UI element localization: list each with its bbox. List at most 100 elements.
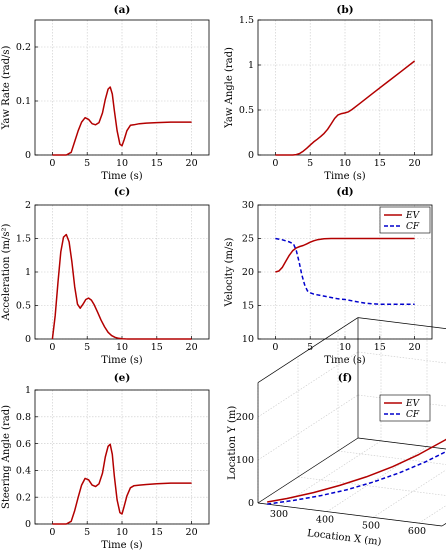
y-tick-label: 1.5 bbox=[16, 234, 31, 245]
panel-title: (d) bbox=[336, 186, 353, 198]
x-tick-label: 0 bbox=[49, 527, 55, 538]
x-tick-label: 300 bbox=[270, 509, 288, 520]
y-axis-label: Velocity (m/s) bbox=[224, 237, 235, 307]
y-tick-label: 100 bbox=[236, 455, 254, 466]
y-tick-label: 0 bbox=[25, 334, 31, 345]
legend-label-cf: CF bbox=[406, 410, 420, 420]
x-tick-label: 15 bbox=[374, 342, 386, 353]
legend-box bbox=[379, 206, 431, 234]
chart-a: 0 5 10 15 20 0 0.1 0.2 Time (s) Yaw Rate (rad/s) (… bbox=[1, 4, 210, 182]
x-tick-label: 0 bbox=[49, 158, 55, 169]
x-axis-label: Time (s) bbox=[324, 171, 365, 182]
grid-line bbox=[357, 351, 446, 364]
x-tick-label: 10 bbox=[116, 342, 128, 353]
y-axis-label: Location Y (m) bbox=[227, 406, 238, 480]
y-axis-label: Steering Angle (rad) bbox=[1, 405, 12, 509]
x-axis-label: Time (s) bbox=[101, 171, 142, 182]
box-edge bbox=[257, 502, 443, 527]
grid-line bbox=[337, 450, 446, 465]
series-line-cf bbox=[275, 237, 415, 305]
series-line-ev bbox=[51, 233, 192, 340]
legend-label-ev: EV bbox=[405, 211, 421, 221]
box-edge bbox=[357, 437, 446, 450]
y-tick-label: 1.5 bbox=[239, 15, 254, 26]
panel-title: (b) bbox=[336, 4, 353, 16]
y-tick-label: 20 bbox=[242, 267, 254, 278]
y-tick-label: 1 bbox=[25, 267, 31, 278]
grid-line bbox=[280, 440, 382, 507]
x-tick-label: 5 bbox=[84, 342, 90, 353]
y-tick-label: 200 bbox=[236, 412, 254, 423]
series-line-ev bbox=[267, 438, 446, 503]
legend-label-ev: EV bbox=[405, 399, 421, 409]
y-tick-label: 0.6 bbox=[16, 439, 31, 450]
x-axis-label: Time (s) bbox=[101, 540, 142, 550]
x-tick-label: 500 bbox=[362, 520, 380, 531]
x-tick-label: 5 bbox=[84, 527, 90, 538]
panel-title: (a) bbox=[114, 4, 131, 16]
x-tick-label: 15 bbox=[151, 158, 163, 169]
y-tick-label: 1 bbox=[25, 385, 31, 396]
x-tick-label: 0 bbox=[272, 342, 278, 353]
x-tick-label: 600 bbox=[408, 526, 426, 537]
y-tick-label: 0 bbox=[248, 150, 254, 161]
x-tick-label: 0 bbox=[272, 158, 278, 169]
x-tick-label: 10 bbox=[339, 342, 351, 353]
chart-e: 0 5 10 15 20 0 0.2 0.4 0.6 0.8 1 Time (s) Steering A… bbox=[1, 372, 210, 550]
y-tick-label: 0.4 bbox=[16, 466, 31, 477]
series-line-ev bbox=[275, 60, 416, 156]
x-tick-label: 15 bbox=[374, 158, 386, 169]
y-axis-label: Yaw Angle (rad) bbox=[224, 47, 235, 129]
x-tick-label: 5 bbox=[307, 342, 313, 353]
y-tick-label: 0 bbox=[25, 519, 31, 530]
x-tick-label: 20 bbox=[409, 158, 421, 169]
panel-title: (e) bbox=[114, 372, 131, 384]
y-tick-label: 2 bbox=[25, 200, 31, 211]
y-tick-label: 25 bbox=[242, 234, 254, 245]
grid-line bbox=[372, 469, 446, 518]
y-tick-label: 0.5 bbox=[239, 105, 254, 116]
y-tick-label: 0 bbox=[25, 150, 31, 161]
y-tick-label: 0.5 bbox=[16, 301, 31, 312]
box-edge bbox=[357, 317, 446, 329]
grid-line bbox=[326, 446, 428, 512]
y-tick-label: 0 bbox=[248, 498, 254, 509]
x-tick-label: 5 bbox=[307, 158, 313, 169]
y-tick-label: 0.2 bbox=[16, 42, 31, 53]
y-tick-label: 0.8 bbox=[16, 412, 31, 423]
x-tick-label: 20 bbox=[186, 158, 198, 169]
x-axis-label: Time (s) bbox=[324, 355, 365, 366]
chart-d: 0 5 10 15 20 10 15 20 25 30 Time (s) Velocity (m/s)… bbox=[224, 186, 433, 366]
x-tick-label: 15 bbox=[151, 342, 163, 353]
x-tick-label: 0 bbox=[49, 342, 55, 353]
grid-line bbox=[257, 394, 359, 461]
x-tick-label: 20 bbox=[409, 342, 421, 353]
y-tick-label: 0.2 bbox=[16, 492, 31, 503]
grid-line bbox=[418, 505, 446, 524]
series-line-ev bbox=[52, 443, 192, 525]
y-axis-label: Yaw Rate (rad/s) bbox=[1, 45, 12, 130]
panel-title: (f) bbox=[338, 372, 352, 384]
chart-b: 0 5 10 15 20 0 0.5 1 1.5 Time (s) Yaw Angle (rad) (… bbox=[224, 4, 433, 182]
x-axis-label: Time (s) bbox=[101, 355, 142, 366]
x-tick-label: 10 bbox=[339, 158, 351, 169]
y-tick-label: 10 bbox=[242, 334, 254, 345]
y-axis-label: Acceleration (m/s²) bbox=[1, 223, 12, 321]
box-edge bbox=[257, 317, 359, 383]
x-tick-label: 400 bbox=[316, 515, 334, 526]
x-tick-label: 10 bbox=[116, 158, 128, 169]
box-edge bbox=[441, 522, 446, 527]
x-tick-label: 20 bbox=[186, 342, 198, 353]
x-tick-label: 5 bbox=[84, 158, 90, 169]
y-tick-label: 0.1 bbox=[16, 96, 31, 107]
legend-label-cf: CF bbox=[406, 222, 420, 232]
y-tick-label: 15 bbox=[242, 301, 254, 312]
grid-line bbox=[257, 351, 359, 418]
box-edge bbox=[257, 437, 359, 504]
x-tick-label: 15 bbox=[151, 527, 163, 538]
series-line-ev bbox=[52, 86, 192, 156]
y-tick-label: 1 bbox=[248, 60, 254, 71]
